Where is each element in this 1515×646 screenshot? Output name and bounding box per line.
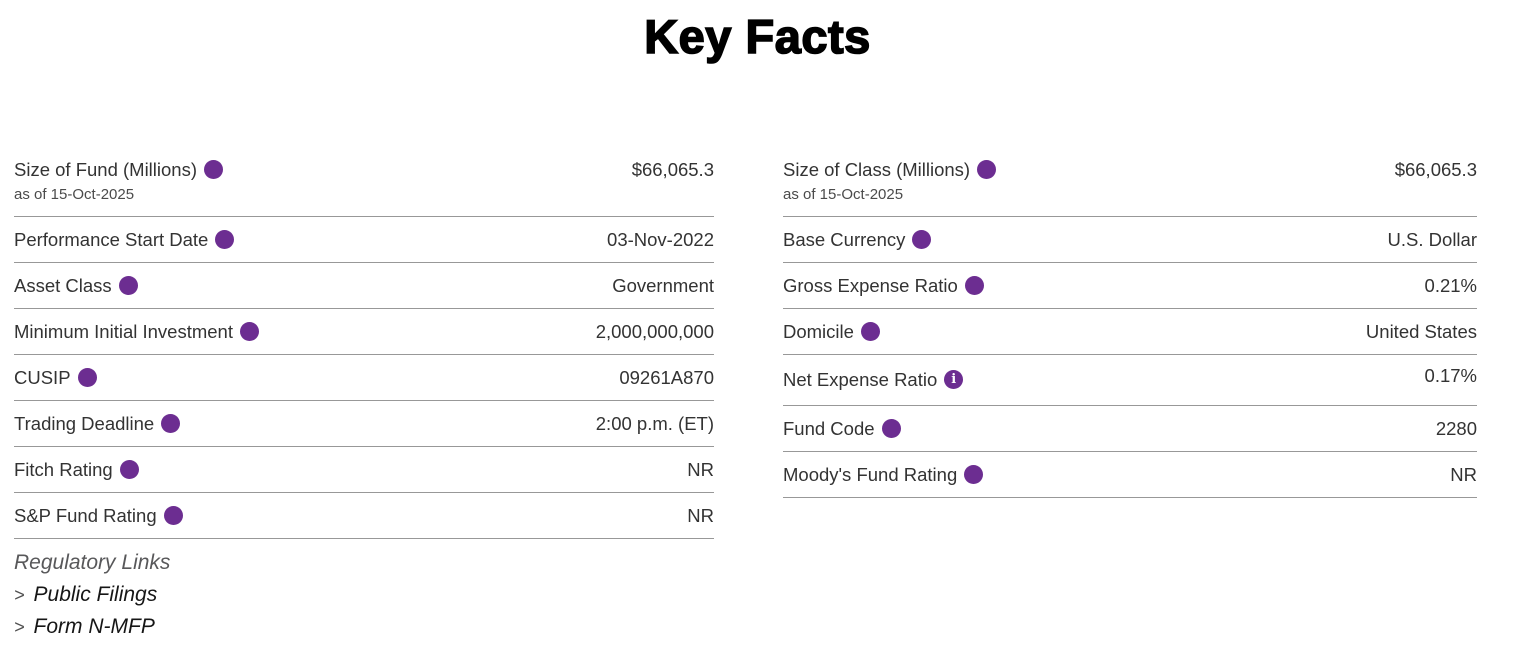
link-public-filings[interactable]: > Public Filings bbox=[14, 579, 714, 611]
fact-label: Performance Start Date bbox=[14, 229, 209, 250]
fact-value: 0.17% bbox=[1424, 365, 1477, 386]
key-fact-row: Moody's Fund Rating NR bbox=[783, 452, 1477, 498]
fact-value: $66,065.3 bbox=[1394, 159, 1477, 180]
key-fact-row: Fund Code 2280 bbox=[783, 406, 1477, 452]
fact-label: Fund Code bbox=[783, 418, 875, 439]
fact-label: Moody's Fund Rating bbox=[783, 464, 958, 485]
page-title: Key Facts bbox=[643, 9, 871, 64]
regulatory-links-section: Regulatory Links > Public Filings > Form N… bbox=[14, 547, 714, 643]
fact-value: Government bbox=[612, 275, 714, 296]
info-icon[interactable] bbox=[163, 506, 183, 525]
info-icon[interactable] bbox=[881, 419, 901, 438]
key-fact-row: Net Expense Ratio i 0.17% bbox=[783, 355, 1477, 406]
key-fact-row: Domicile United States bbox=[783, 309, 1477, 355]
fact-value: NR bbox=[1450, 464, 1477, 485]
fact-value: United States bbox=[1365, 321, 1477, 342]
info-icon[interactable] bbox=[119, 460, 139, 479]
fact-label: CUSIP bbox=[14, 367, 71, 388]
fact-label: Domicile bbox=[783, 321, 854, 342]
regulatory-links-heading: Regulatory Links bbox=[14, 551, 171, 574]
fact-value: 2280 bbox=[1435, 418, 1477, 439]
fact-value: NR bbox=[687, 505, 714, 526]
info-icon[interactable] bbox=[860, 322, 880, 341]
fact-label: Asset Class bbox=[14, 275, 112, 296]
fact-value: 09261A870 bbox=[619, 367, 714, 388]
key-fact-row: S&P Fund Rating NR bbox=[14, 493, 714, 539]
fact-label: Size of Class (Millions) bbox=[783, 159, 971, 180]
regulatory-link-label: Form N-MFP bbox=[33, 615, 155, 638]
link-form-n-mfp[interactable]: > Form N-MFP bbox=[14, 611, 714, 643]
info-icon[interactable] bbox=[964, 465, 984, 484]
key-fact-row: Base Currency U.S. Dollar bbox=[783, 217, 1477, 263]
fact-label: Gross Expense Ratio bbox=[783, 275, 958, 296]
fact-label: S&P Fund Rating bbox=[14, 505, 157, 526]
fact-value: 2:00 p.m. (ET) bbox=[595, 413, 714, 434]
info-icon[interactable] bbox=[239, 322, 259, 341]
key-fact-row: Size of Fund (Millions) as of 15-Oct-202… bbox=[14, 147, 714, 217]
key-fact-row: Trading Deadline 2:00 p.m. (ET) bbox=[14, 401, 714, 447]
info-icon[interactable] bbox=[77, 368, 97, 387]
info-icon[interactable] bbox=[964, 276, 984, 295]
fact-asof-date: as of 15-Oct-2025 bbox=[783, 186, 904, 203]
info-icon[interactable]: i bbox=[944, 370, 964, 389]
info-icon[interactable] bbox=[912, 230, 932, 249]
info-icon[interactable] bbox=[118, 276, 138, 295]
key-fact-row: Size of Class (Millions) as of 15-Oct-20… bbox=[783, 147, 1477, 217]
fact-asof-date: as of 15-Oct-2025 bbox=[14, 186, 135, 203]
info-icon[interactable] bbox=[204, 160, 224, 179]
info-icon[interactable] bbox=[215, 230, 235, 249]
fact-label: Trading Deadline bbox=[14, 413, 155, 434]
key-fact-row: Minimum Initial Investment 2,000,000,000 bbox=[14, 309, 714, 355]
fact-value: U.S. Dollar bbox=[1387, 229, 1477, 250]
fact-value: $66,065.3 bbox=[631, 159, 714, 180]
fact-label: Base Currency bbox=[783, 229, 906, 250]
fact-label: Minimum Initial Investment bbox=[14, 321, 233, 342]
key-fact-row: Fitch Rating NR bbox=[14, 447, 714, 493]
key-fact-row: Gross Expense Ratio 0.21% bbox=[783, 263, 1477, 309]
left-rows: Size of Fund (Millions) as of 15-Oct-202… bbox=[14, 147, 714, 539]
fact-value: 03-Nov-2022 bbox=[607, 229, 714, 250]
fact-label: Fitch Rating bbox=[14, 459, 113, 480]
fact-label: Size of Fund (Millions) bbox=[14, 159, 198, 180]
chevron-right-icon: > bbox=[14, 585, 25, 605]
key-facts-right-column: Size of Class (Millions) as of 15-Oct-20… bbox=[783, 147, 1477, 643]
key-facts-left-column: Size of Fund (Millions) as of 15-Oct-202… bbox=[14, 147, 714, 643]
key-fact-row: Performance Start Date 03-Nov-2022 bbox=[14, 217, 714, 263]
fact-value: 0.21% bbox=[1424, 275, 1477, 296]
regulatory-link-label: Public Filings bbox=[33, 583, 158, 606]
key-fact-row: Asset Class Government bbox=[14, 263, 714, 309]
chevron-right-icon: > bbox=[14, 617, 25, 637]
fact-value: 2,000,000,000 bbox=[595, 321, 714, 342]
fact-label: Net Expense Ratio bbox=[783, 369, 938, 390]
info-icon[interactable] bbox=[977, 160, 997, 179]
key-facts-columns: Size of Fund (Millions) as of 15-Oct-202… bbox=[0, 147, 1515, 643]
fact-value: NR bbox=[687, 459, 714, 480]
key-fact-row: CUSIP 09261A870 bbox=[14, 355, 714, 401]
info-icon[interactable] bbox=[161, 414, 181, 433]
